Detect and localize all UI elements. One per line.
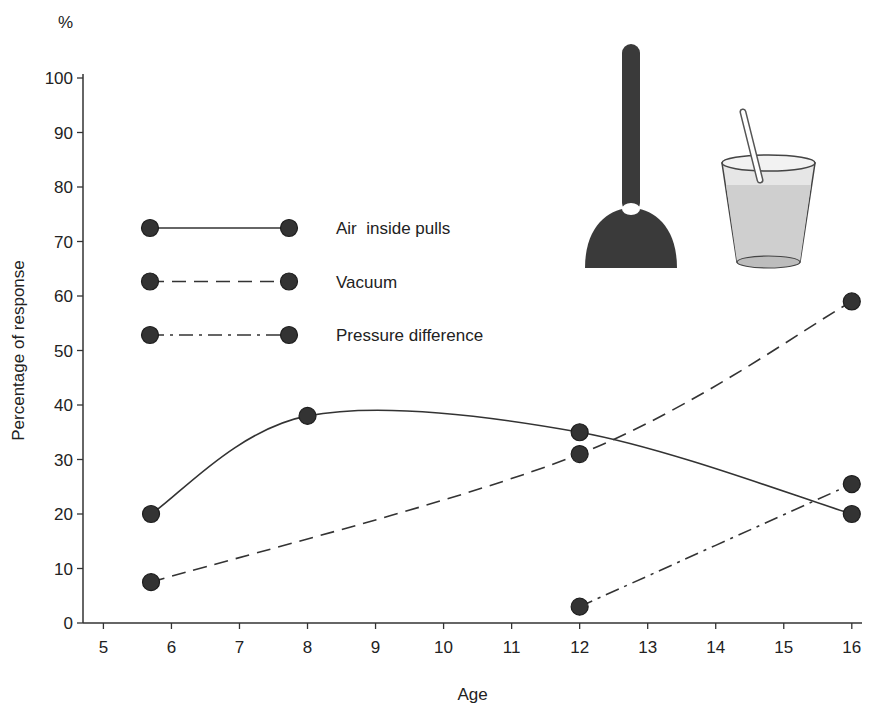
x-tick bbox=[715, 623, 716, 629]
plunger-collar bbox=[622, 203, 640, 215]
series-line bbox=[580, 484, 852, 607]
data-point bbox=[571, 424, 588, 441]
data-point bbox=[843, 293, 860, 310]
x-tick-label: 6 bbox=[167, 638, 176, 657]
legend-label: Vacuum bbox=[336, 273, 397, 292]
x-axis bbox=[83, 622, 862, 624]
y-tick bbox=[77, 513, 83, 514]
x-tick-label: 13 bbox=[638, 638, 657, 657]
legend-label: Pressure difference bbox=[336, 326, 483, 345]
data-point bbox=[571, 598, 588, 615]
y-tick bbox=[77, 568, 83, 569]
legend-marker bbox=[142, 273, 159, 290]
plunger-cup bbox=[585, 208, 677, 268]
data-point bbox=[299, 407, 316, 424]
y-tick-label: 80 bbox=[54, 178, 73, 197]
x-tick bbox=[375, 623, 376, 629]
straw-inner bbox=[743, 112, 760, 180]
y-tick bbox=[77, 404, 83, 405]
legend-marker bbox=[281, 220, 298, 237]
series-line bbox=[151, 301, 852, 582]
x-tick-label: 5 bbox=[99, 638, 108, 657]
y-tick-label: 50 bbox=[54, 342, 73, 361]
x-tick-label: 16 bbox=[842, 638, 861, 657]
glass-base bbox=[737, 256, 800, 268]
y-tick bbox=[77, 132, 83, 133]
legend: Air inside pulls Vacuum Pressure differenc… bbox=[142, 219, 484, 345]
x-tick-label: 9 bbox=[371, 638, 380, 657]
x-tick-label: 14 bbox=[706, 638, 725, 657]
y-tick bbox=[77, 77, 83, 78]
y-tick bbox=[77, 186, 83, 187]
x-tick bbox=[171, 623, 172, 629]
y-tick-label: 20 bbox=[54, 505, 73, 524]
legend-marker bbox=[281, 273, 298, 290]
y-tick-label: 40 bbox=[54, 396, 73, 415]
data-point bbox=[571, 446, 588, 463]
x-tick bbox=[579, 623, 580, 629]
y-tick bbox=[77, 350, 83, 351]
y-tick bbox=[77, 295, 83, 296]
y-tick bbox=[77, 241, 83, 242]
y-tick-label: 60 bbox=[54, 287, 73, 306]
legend-label: Air inside pulls bbox=[336, 219, 450, 238]
x-tick bbox=[783, 623, 784, 629]
x-tick-label: 12 bbox=[570, 638, 589, 657]
x-tick bbox=[851, 623, 852, 629]
y-tick bbox=[77, 622, 83, 623]
y-tick-label: 30 bbox=[54, 451, 73, 470]
data-point bbox=[143, 574, 160, 591]
data-point bbox=[143, 506, 160, 523]
chart: 0 10 20 30 40 50 60 70 80 90 100 5 6 7 8 9 10 11 12 13 14 15 1… bbox=[0, 0, 872, 716]
y-tick-label: 0 bbox=[64, 614, 73, 633]
x-tick-label: 11 bbox=[503, 638, 521, 657]
x-tick bbox=[443, 623, 444, 629]
x-tick-label: 10 bbox=[434, 638, 453, 657]
legend-line bbox=[150, 227, 289, 229]
x-tick-label: 8 bbox=[303, 638, 312, 657]
plot-area bbox=[143, 293, 861, 615]
y-unit-label: % bbox=[58, 13, 73, 32]
x-tick bbox=[647, 623, 648, 629]
x-tick bbox=[511, 623, 512, 629]
y-tick-label: 100 bbox=[45, 69, 73, 88]
x-axis-title: Age bbox=[457, 685, 487, 704]
series-line bbox=[151, 410, 852, 514]
y-tick-label: 90 bbox=[54, 124, 73, 143]
x-tick-label: 7 bbox=[235, 638, 244, 657]
y-tick-label: 70 bbox=[54, 233, 73, 252]
icons bbox=[585, 44, 815, 268]
legend-line bbox=[150, 334, 289, 336]
y-axis-title: Percentage of response bbox=[9, 260, 28, 441]
straw bbox=[743, 112, 760, 180]
glass-liquid bbox=[726, 185, 811, 262]
y-tick bbox=[77, 459, 83, 460]
x-tick-label: 15 bbox=[774, 638, 793, 657]
legend-marker bbox=[142, 220, 159, 237]
legend-line bbox=[150, 281, 289, 283]
glass-rim bbox=[722, 155, 815, 171]
glass bbox=[722, 163, 815, 262]
x-tick bbox=[307, 623, 308, 629]
y-axis bbox=[82, 74, 84, 623]
plunger-handle bbox=[622, 44, 640, 212]
y-tick-label: 10 bbox=[54, 560, 73, 579]
data-point bbox=[843, 506, 860, 523]
legend-marker bbox=[281, 327, 298, 344]
x-tick bbox=[239, 623, 240, 629]
legend-marker bbox=[142, 327, 159, 344]
x-tick bbox=[103, 623, 104, 629]
data-point bbox=[843, 476, 860, 493]
